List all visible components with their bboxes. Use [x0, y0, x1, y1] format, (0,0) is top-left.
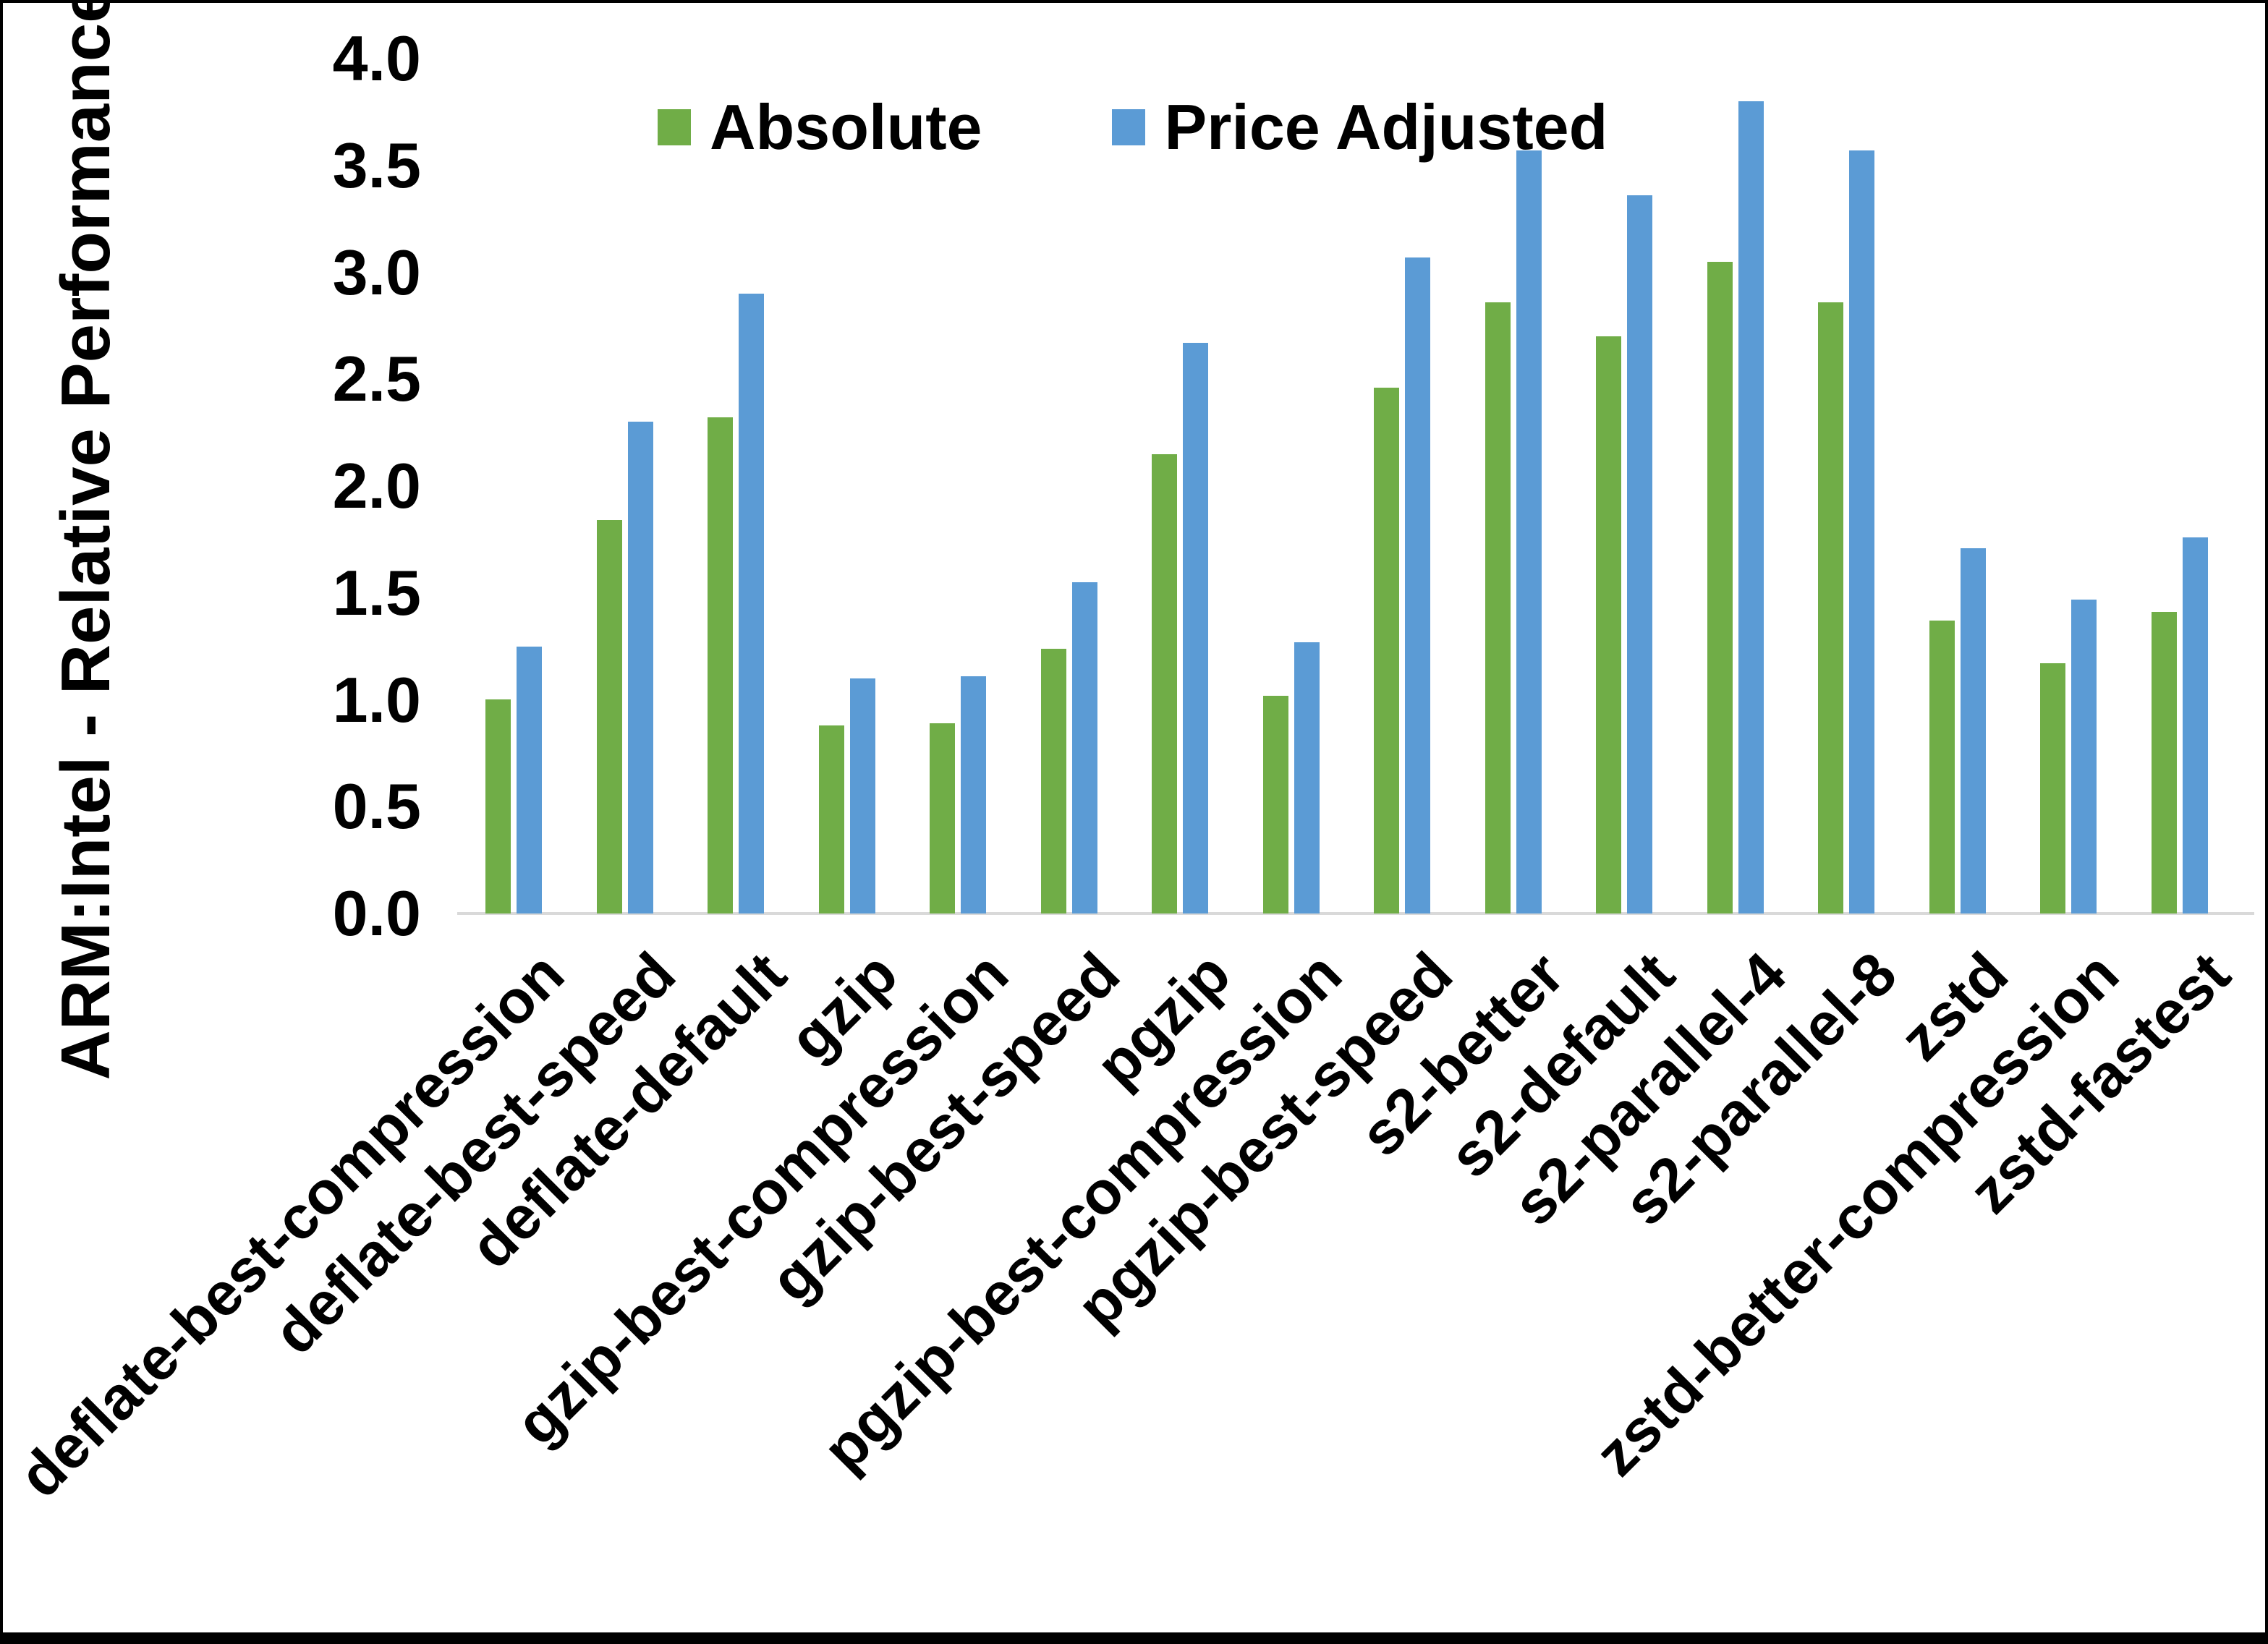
- bar-price-adjusted: [2071, 600, 2097, 913]
- bar-absolute: [1263, 696, 1288, 913]
- y-tick-label: 1.0: [332, 663, 421, 736]
- bottom-border-bar: [3, 1632, 2265, 1644]
- bar-absolute: [1041, 649, 1066, 913]
- bar-price-adjusted: [739, 294, 764, 913]
- legend-item: Price Adjusted: [1112, 91, 1607, 163]
- bar-price-adjusted: [1183, 343, 1208, 913]
- bar-absolute: [2040, 663, 2065, 913]
- bar-absolute: [1152, 454, 1177, 913]
- bar-price-adjusted: [628, 422, 653, 913]
- y-tick-label: 1.5: [332, 556, 421, 629]
- y-tick-label: 3.0: [332, 236, 421, 308]
- bar-absolute: [930, 723, 955, 913]
- bar-absolute: [597, 520, 622, 913]
- bar-price-adjusted: [1961, 548, 1986, 913]
- y-tick-label: 3.5: [332, 129, 421, 201]
- legend-label: Price Adjusted: [1164, 91, 1608, 163]
- y-tick-label: 2.0: [332, 450, 421, 521]
- x-axis-line: [457, 912, 2254, 915]
- legend: Absolute Price Adjusted: [658, 91, 1607, 163]
- bar-absolute: [2152, 612, 2177, 913]
- y-tick-label: 0.0: [332, 877, 421, 949]
- y-tick-label: 2.5: [332, 343, 421, 415]
- bar-absolute: [708, 417, 733, 913]
- y-tick-label: 4.0: [332, 22, 421, 94]
- bar-price-adjusted: [2183, 537, 2208, 913]
- bar-absolute: [1485, 302, 1511, 913]
- bar-price-adjusted: [517, 647, 542, 913]
- bar-absolute: [1707, 262, 1733, 913]
- bar-price-adjusted: [1849, 150, 1874, 913]
- y-tick-label: 0.5: [332, 770, 421, 843]
- bar-price-adjusted: [961, 676, 986, 913]
- bar-absolute: [1929, 621, 1955, 913]
- legend-swatch-icon: [658, 109, 691, 145]
- legend-swatch-icon: [1112, 109, 1146, 145]
- bar-price-adjusted: [1072, 582, 1097, 913]
- bar-absolute: [1596, 336, 1621, 913]
- legend-label: Absolute: [710, 91, 982, 163]
- bar-absolute: [1374, 388, 1399, 913]
- bar-price-adjusted: [850, 678, 875, 913]
- bar-price-adjusted: [1516, 150, 1542, 913]
- bar-price-adjusted: [1627, 195, 1652, 913]
- y-axis-title: ARM:Intel - Relative Performance: [47, 0, 124, 1081]
- bar-price-adjusted: [1294, 642, 1320, 913]
- bar-absolute: [1818, 302, 1843, 913]
- bar-absolute: [819, 725, 844, 913]
- bar-absolute: [485, 699, 511, 913]
- legend-item: Absolute: [658, 91, 982, 163]
- bar-price-adjusted: [1405, 257, 1430, 913]
- bar-price-adjusted: [1738, 101, 1764, 913]
